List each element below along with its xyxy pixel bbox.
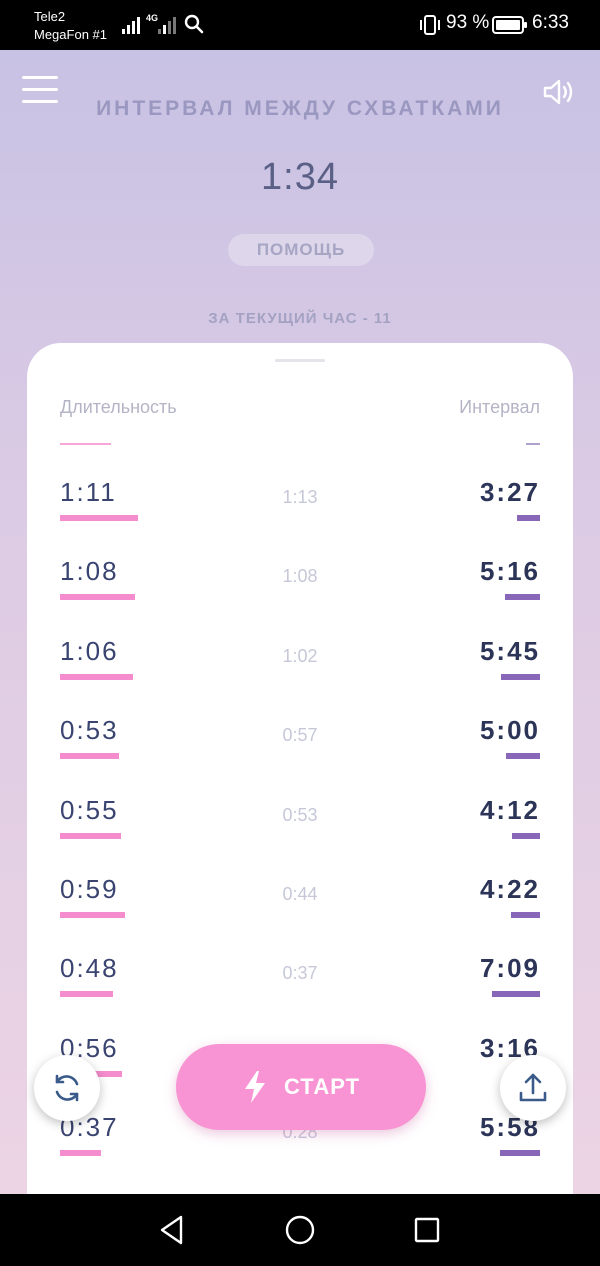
list-item[interactable]: 0:48 0:37 7:09 [27, 953, 573, 1031]
interval-bar [511, 912, 540, 918]
interval-bar [505, 594, 540, 601]
contractions-card[interactable]: Длительность Интервал 1:11 1:13 3:27 1:08 1:… [27, 343, 573, 1194]
contraction-time: 0:53 [282, 804, 318, 825]
drag-handle[interactable] [275, 359, 325, 362]
carrier-2: MegaFon #1 [34, 27, 107, 42]
current-interval: 1:34 [261, 156, 339, 198]
speaker-volume-icon[interactable] [542, 77, 576, 107]
recents-square-icon [414, 1217, 440, 1243]
back-triangle-icon [160, 1215, 183, 1245]
duration-bar [60, 753, 119, 760]
page-title: ИНТЕРВАЛ МЕЖДУ СХВАТКАМИ [96, 97, 504, 120]
interval-bar [501, 673, 540, 680]
refresh-icon [55, 1074, 79, 1102]
system-navigation-bar [0, 1194, 600, 1266]
contraction-duration: 1:06 [60, 635, 119, 666]
contraction-duration: 0:48 [60, 953, 119, 984]
list-item[interactable]: 0:37 0:28 5:58 [27, 1112, 573, 1190]
home-circle-icon [285, 1215, 315, 1245]
interval-bar [500, 1150, 540, 1157]
carrier-names: Tele2 MegaFon #1 [34, 8, 107, 44]
list-item[interactable]: 1:11 1:13 3:27 [27, 477, 573, 555]
clock: 6:33 [532, 12, 569, 33]
interval-column-header: Интервал [459, 397, 540, 417]
interval-bar [506, 753, 540, 760]
vibrate-icon [420, 15, 440, 35]
contraction-time: 1:08 [282, 566, 318, 587]
list-item[interactable]: 0:59 0:44 4:22 [27, 874, 573, 952]
nav-recents-button[interactable] [407, 1210, 447, 1250]
interval-bar [512, 832, 540, 839]
contraction-interval: 5:16 [479, 556, 540, 587]
help-button[interactable]: ПОМОЩЬ [228, 234, 374, 266]
share-button[interactable] [500, 1055, 566, 1121]
duration-bar [60, 912, 125, 918]
duration-bar [60, 832, 121, 839]
app-screen: ИНТЕРВАЛ МЕЖДУ СХВАТКАМИ 1:34 ПОМОЩЬ ЗА … [0, 50, 600, 1194]
duration-bar [60, 991, 113, 998]
contraction-interval: 4:12 [479, 794, 540, 825]
contraction-interval: 3:27 [479, 477, 540, 507]
duration-header-underline [60, 443, 111, 445]
signal-icon [122, 14, 140, 34]
contraction-time: 1:02 [282, 645, 318, 666]
list-item[interactable]: 0:55 0:53 4:12 [27, 795, 573, 873]
battery-percent: 93 % [446, 12, 490, 33]
network-type: 4G [146, 13, 159, 23]
contraction-time: 1:13 [282, 487, 318, 507]
duration-bar [60, 673, 133, 680]
nav-back-button[interactable] [152, 1210, 192, 1250]
duration-column-header: Длительность [60, 397, 177, 417]
interval-bar [517, 515, 540, 521]
duration-bar [60, 515, 138, 521]
contraction-interval: 5:45 [479, 635, 540, 666]
contraction-time: 0:57 [282, 725, 318, 746]
battery-icon [492, 16, 527, 34]
contraction-time: 0:44 [282, 884, 318, 904]
contraction-time: 0:37 [282, 963, 318, 984]
list-item[interactable]: 1:08 1:08 5:16 [27, 556, 573, 634]
start-button[interactable]: СТАРТ [176, 1044, 426, 1130]
list-item[interactable]: 0:53 0:57 5:00 [27, 715, 573, 793]
reset-button[interactable] [34, 1055, 100, 1121]
contraction-interval: 4:22 [479, 874, 540, 904]
hamburger-menu-icon[interactable] [22, 76, 58, 104]
signal-icon-2 [158, 14, 176, 34]
interval-header-underline [526, 443, 540, 445]
contraction-duration: 0:59 [60, 874, 119, 904]
list-item[interactable]: 1:06 1:02 5:45 [27, 636, 573, 714]
share-upload-icon [519, 1073, 547, 1102]
carrier-1: Tele2 [34, 9, 66, 24]
nav-home-button[interactable] [280, 1210, 320, 1250]
contraction-interval: 5:00 [479, 715, 540, 746]
duration-bar [60, 1150, 101, 1157]
start-button-label: СТАРТ [283, 1074, 361, 1099]
interval-bar [492, 991, 540, 998]
contraction-duration: 1:08 [60, 556, 119, 587]
contraction-interval: 7:09 [479, 953, 540, 984]
duration-bar [60, 594, 135, 601]
contraction-duration: 0:53 [60, 715, 119, 746]
search-icon [184, 14, 204, 34]
contraction-duration: 1:11 [60, 477, 117, 507]
contraction-duration: 0:55 [60, 794, 119, 825]
lightning-icon [244, 1071, 265, 1103]
current-hour-count: ЗА ТЕКУЩИЙ ЧАС - 11 [208, 310, 392, 327]
status-bar: Tele2 MegaFon #1 4G 93 % 6:33 [0, 0, 600, 50]
